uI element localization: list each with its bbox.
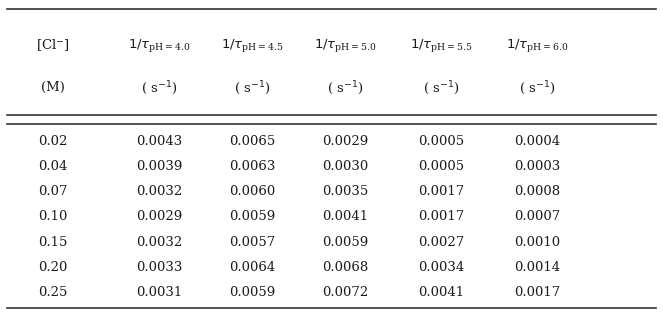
Text: 0.0041: 0.0041 [418,286,464,299]
Text: 0.15: 0.15 [38,236,68,249]
Text: $1/\tau_{\mathregular{pH=5.0}}$: $1/\tau_{\mathregular{pH=5.0}}$ [314,37,376,54]
Text: 0.10: 0.10 [38,210,68,224]
Text: ( s$^{-1}$): ( s$^{-1}$) [423,79,459,97]
Text: 0.0004: 0.0004 [514,135,560,148]
Text: ( s$^{-1}$): ( s$^{-1}$) [327,79,363,97]
Text: 0.0039: 0.0039 [136,160,182,173]
Text: 0.0017: 0.0017 [418,210,464,224]
Text: 0.0043: 0.0043 [136,135,182,148]
Text: 0.0014: 0.0014 [514,261,560,274]
Text: 0.0008: 0.0008 [514,185,560,198]
Text: 0.0068: 0.0068 [322,261,368,274]
Text: (M): (M) [41,81,65,95]
Text: 0.0059: 0.0059 [229,286,275,299]
Text: 0.0005: 0.0005 [418,135,464,148]
Text: 0.0003: 0.0003 [514,160,560,173]
Text: 0.0030: 0.0030 [322,160,368,173]
Text: ( s$^{-1}$): ( s$^{-1}$) [234,79,270,97]
Text: 0.0063: 0.0063 [229,160,275,173]
Text: 0.0031: 0.0031 [136,286,182,299]
Text: $1/\tau_{\mathregular{pH=4.5}}$: $1/\tau_{\mathregular{pH=4.5}}$ [221,37,283,54]
Text: 0.0029: 0.0029 [136,210,182,224]
Text: ( s$^{-1}$): ( s$^{-1}$) [519,79,555,97]
Text: 0.0027: 0.0027 [418,236,464,249]
Text: 0.0017: 0.0017 [514,286,560,299]
Text: 0.20: 0.20 [38,261,68,274]
Text: 0.0005: 0.0005 [418,160,464,173]
Text: $1/\tau_{\mathregular{pH=6.0}}$: $1/\tau_{\mathregular{pH=6.0}}$ [506,37,568,54]
Text: 0.0017: 0.0017 [418,185,464,198]
Text: 0.0041: 0.0041 [322,210,368,224]
Text: 0.0072: 0.0072 [322,286,368,299]
Text: 0.07: 0.07 [38,185,68,198]
Text: 0.0059: 0.0059 [322,236,368,249]
Text: 0.0059: 0.0059 [229,210,275,224]
Text: $1/\tau_{\mathregular{pH=5.5}}$: $1/\tau_{\mathregular{pH=5.5}}$ [410,37,472,54]
Text: $1/\tau_{\mathregular{pH=4.0}}$: $1/\tau_{\mathregular{pH=4.0}}$ [128,37,190,54]
Text: ( s$^{-1}$): ( s$^{-1}$) [141,79,177,97]
Text: 0.0065: 0.0065 [229,135,275,148]
Text: 0.25: 0.25 [38,286,68,299]
Text: 0.0033: 0.0033 [136,261,182,274]
Text: 0.0029: 0.0029 [322,135,368,148]
Text: 0.0060: 0.0060 [229,185,275,198]
Text: 0.02: 0.02 [38,135,68,148]
Text: [Cl$^{-}$]: [Cl$^{-}$] [36,38,70,53]
Text: 0.0032: 0.0032 [136,236,182,249]
Text: 0.0035: 0.0035 [322,185,368,198]
Text: 0.0010: 0.0010 [514,236,560,249]
Text: 0.0057: 0.0057 [229,236,275,249]
Text: 0.0034: 0.0034 [418,261,464,274]
Text: 0.0007: 0.0007 [514,210,560,224]
Text: 0.0032: 0.0032 [136,185,182,198]
Text: 0.04: 0.04 [38,160,68,173]
Text: 0.0064: 0.0064 [229,261,275,274]
